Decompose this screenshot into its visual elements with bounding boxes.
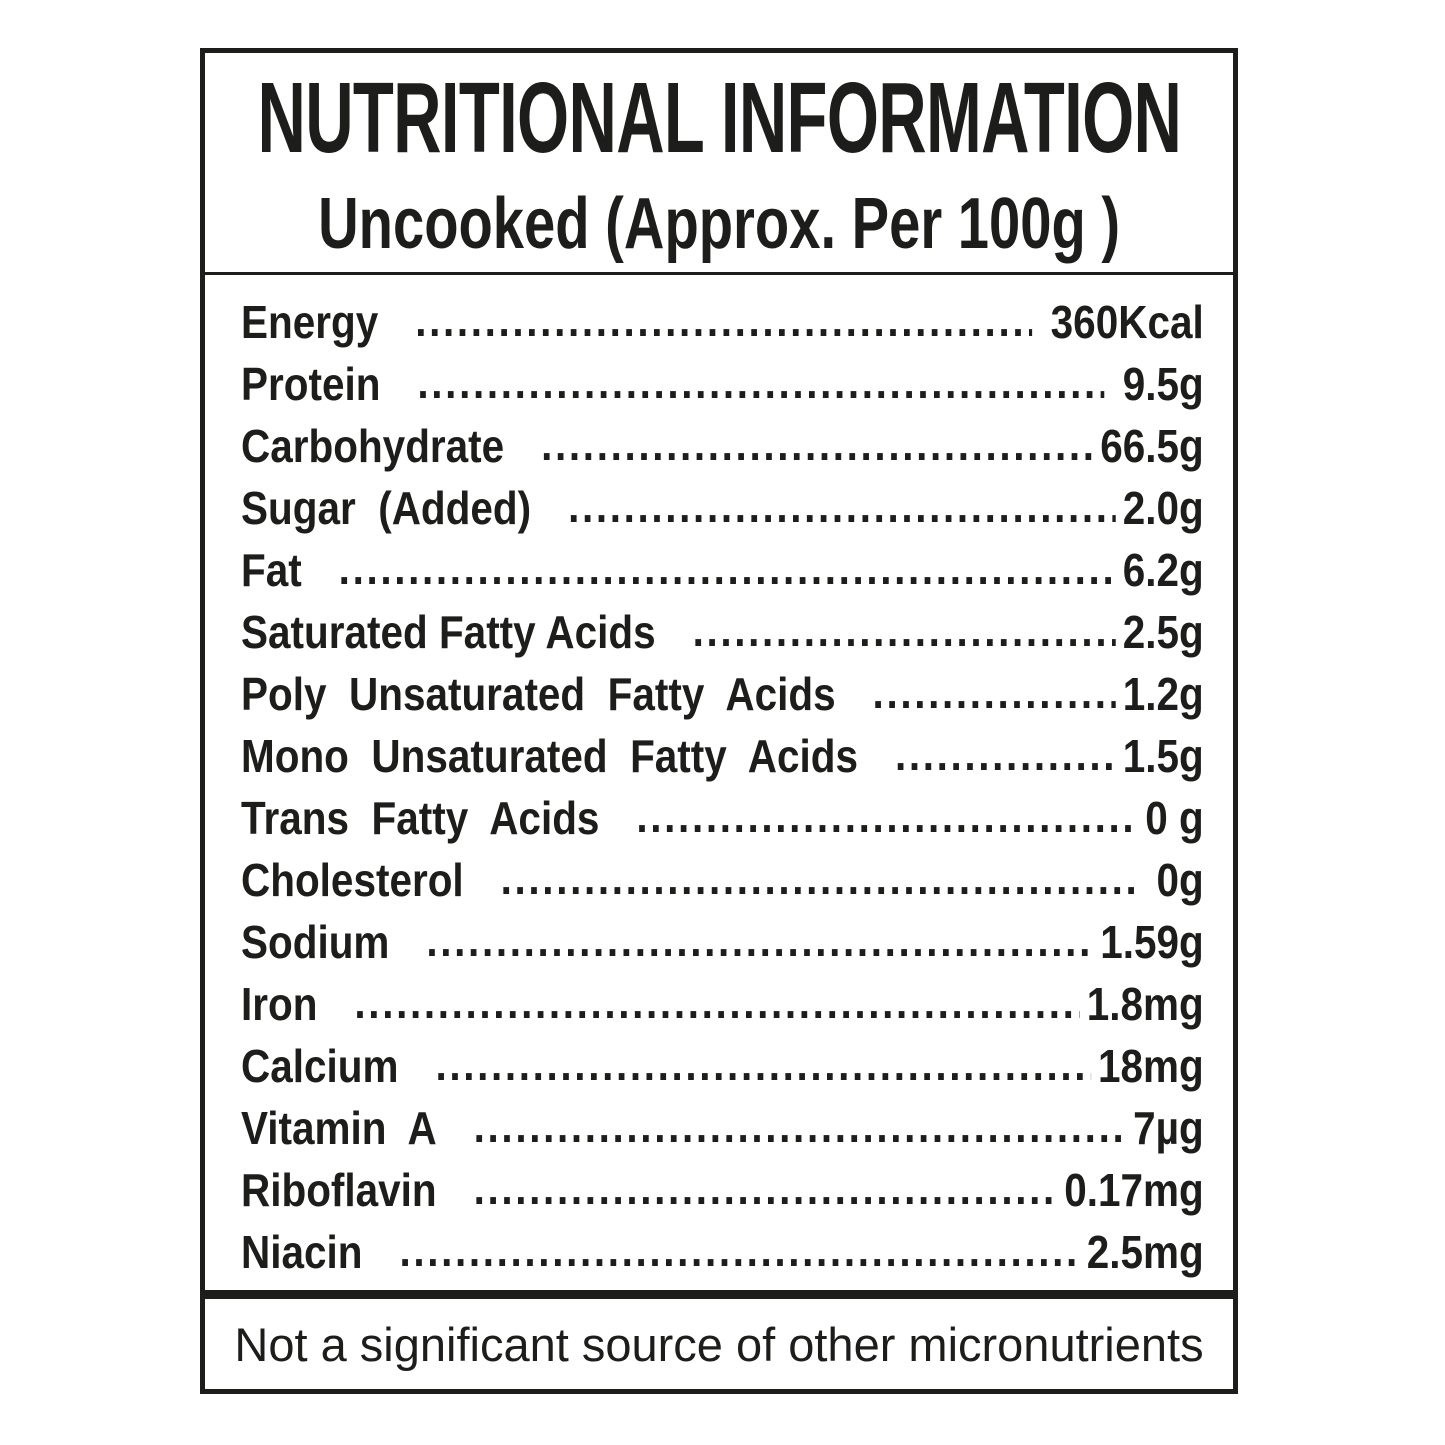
nutrient-label: Sugar (Added): [241, 482, 532, 534]
nutrient-label: Iron: [241, 978, 318, 1030]
nutrition-label: NUTRITIONAL INFORMATION Uncooked (Approx…: [200, 48, 1238, 1394]
nutrient-value: 9.5g: [1111, 358, 1204, 410]
dot-leader: ........................................…: [417, 356, 1104, 408]
nutrient-label: Niacin: [241, 1226, 363, 1278]
nutrient-row: Carbohydrate ...........................…: [241, 415, 1204, 477]
dot-leader: ........................................…: [568, 480, 1116, 532]
nutrient-value: 1.5g: [1122, 730, 1204, 782]
nutrient-label: Poly Unsaturated Fatty Acids: [241, 668, 836, 720]
nutrient-value: 0.17mg: [1064, 1164, 1204, 1216]
dot-leader: ........................................…: [894, 728, 1116, 780]
nutrient-row: Calcium ................................…: [241, 1035, 1204, 1097]
nutrient-value: 2.5mg: [1086, 1226, 1204, 1278]
nutrient-row: Riboflavin .............................…: [241, 1159, 1204, 1221]
nutrient-row: Vitamin A ..............................…: [241, 1097, 1204, 1159]
dot-leader: ........................................…: [354, 976, 1080, 1028]
nutrient-value: 6.2g: [1122, 544, 1204, 596]
nutrient-label: Vitamin A: [241, 1102, 437, 1154]
nutrient-row: Energy .................................…: [241, 291, 1204, 353]
nutrient-value: 18mg: [1097, 1040, 1204, 1092]
nutrient-row: Poly Unsaturated Fatty Acids ...........…: [241, 663, 1204, 725]
nutrient-label: Calcium: [241, 1040, 399, 1092]
nutrient-row: Sodium .................................…: [241, 911, 1204, 973]
nutrient-label: Mono Unsaturated Fatty Acids: [241, 730, 859, 782]
dot-leader: ........................................…: [435, 1038, 1090, 1090]
label-footer: Not a significant source of other micron…: [205, 1299, 1233, 1389]
label-title: NUTRITIONAL INFORMATION: [257, 61, 1181, 174]
dot-leader: ........................................…: [872, 666, 1116, 718]
nutrient-value: 1.59g: [1100, 916, 1204, 968]
label-header: NUTRITIONAL INFORMATION Uncooked (Approx…: [205, 53, 1233, 275]
dot-leader: ........................................…: [473, 1100, 1127, 1152]
nutrient-row: Niacin .................................…: [241, 1221, 1204, 1283]
nutrient-row: Protein ................................…: [241, 353, 1204, 415]
nutrient-label: Riboflavin: [241, 1164, 437, 1216]
nutrient-value: 1.2g: [1122, 668, 1204, 720]
nutrient-label: Cholesterol: [241, 854, 464, 906]
nutrient-row: Trans Fatty Acids ......................…: [241, 787, 1204, 849]
dot-leader: ........................................…: [541, 418, 1094, 470]
nutrient-rows: Energy .................................…: [241, 291, 1204, 1283]
nutrient-row: Sugar (Added) ..........................…: [241, 477, 1204, 539]
nutrient-value: 0g: [1145, 854, 1204, 906]
footer-divider: [205, 1290, 1233, 1299]
nutrient-row: Cholesterol ............................…: [241, 849, 1204, 911]
nutrient-value: 1.8mg: [1086, 978, 1204, 1030]
dot-leader: ........................................…: [473, 1162, 1058, 1214]
nutrient-label: Trans Fatty Acids: [241, 792, 600, 844]
footer-note: Not a significant source of other micron…: [234, 1317, 1204, 1371]
dot-leader: ........................................…: [426, 914, 1093, 966]
dot-leader: ........................................…: [399, 1224, 1080, 1276]
nutrient-row: Saturated Fatty Acids ..................…: [241, 601, 1204, 663]
nutrient-value: 2.0g: [1122, 482, 1204, 534]
nutrient-label: Protein: [241, 358, 381, 410]
dot-leader: ........................................…: [692, 604, 1116, 656]
nutrient-label: Carbohydrate: [241, 420, 505, 472]
nutrient-value: 66.5g: [1100, 420, 1204, 472]
nutrient-label: Energy: [241, 296, 379, 348]
nutrient-row: Fat ....................................…: [241, 539, 1204, 601]
label-body: Energy .................................…: [205, 275, 1233, 1290]
dot-leader: ........................................…: [500, 852, 1139, 904]
nutrient-label: Saturated Fatty Acids: [241, 606, 656, 658]
nutrient-row: Iron ...................................…: [241, 973, 1204, 1035]
nutrient-label: Sodium: [241, 916, 390, 968]
dot-leader: ........................................…: [338, 542, 1116, 594]
nutrient-row: Mono Unsaturated Fatty Acids ...........…: [241, 725, 1204, 787]
dot-leader: ........................................…: [636, 790, 1138, 842]
nutrient-label: Fat: [241, 544, 302, 596]
nutrient-value: 7µg: [1133, 1102, 1204, 1154]
nutrient-value: 360Kcal: [1039, 296, 1204, 348]
dot-leader: ........................................…: [415, 294, 1032, 346]
nutrient-value: 0 g: [1145, 792, 1204, 844]
label-subtitle: Uncooked (Approx. Per 100g ): [317, 183, 1121, 264]
nutrient-value: 2.5g: [1122, 606, 1204, 658]
